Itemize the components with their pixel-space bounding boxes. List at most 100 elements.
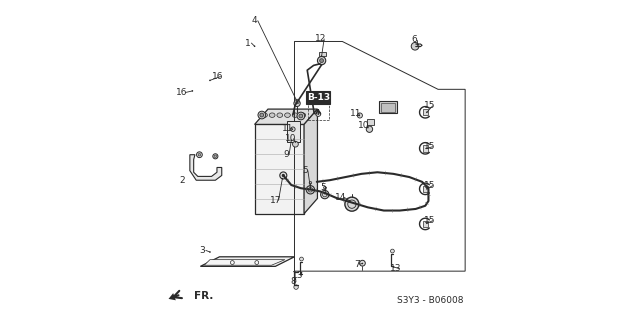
Text: S3Y3 - B06008: S3Y3 - B06008	[397, 296, 463, 305]
Ellipse shape	[277, 113, 283, 117]
Polygon shape	[190, 155, 221, 180]
Text: 10: 10	[285, 134, 296, 143]
Circle shape	[310, 188, 311, 189]
Polygon shape	[204, 260, 285, 265]
Text: 5: 5	[302, 166, 308, 175]
Circle shape	[213, 154, 218, 159]
Text: 15: 15	[424, 142, 435, 151]
Circle shape	[321, 56, 323, 57]
Circle shape	[323, 186, 326, 189]
Circle shape	[282, 178, 283, 179]
Circle shape	[320, 59, 323, 63]
Circle shape	[366, 126, 372, 132]
Ellipse shape	[292, 113, 298, 117]
Circle shape	[367, 127, 369, 129]
Text: 16: 16	[177, 88, 188, 97]
Text: 15: 15	[424, 216, 435, 225]
Text: 5: 5	[320, 183, 326, 192]
Text: 11: 11	[282, 124, 293, 133]
Text: 17: 17	[269, 196, 281, 205]
Text: B-13: B-13	[307, 93, 330, 102]
Bar	[287, 121, 300, 142]
Circle shape	[294, 100, 300, 107]
Ellipse shape	[300, 113, 306, 117]
Text: 6: 6	[412, 35, 417, 44]
Circle shape	[349, 200, 351, 202]
Circle shape	[294, 141, 296, 143]
Ellipse shape	[262, 113, 268, 117]
Text: 4: 4	[252, 16, 257, 25]
Circle shape	[316, 111, 321, 116]
Circle shape	[282, 174, 285, 177]
Text: 12: 12	[316, 34, 326, 43]
Text: 2: 2	[179, 176, 185, 185]
Polygon shape	[255, 109, 317, 124]
Circle shape	[390, 249, 394, 253]
Polygon shape	[304, 109, 317, 214]
Circle shape	[301, 272, 302, 274]
Circle shape	[417, 44, 418, 46]
Circle shape	[357, 113, 362, 118]
Circle shape	[294, 278, 296, 280]
Ellipse shape	[269, 113, 275, 117]
Circle shape	[412, 42, 419, 50]
Circle shape	[426, 223, 428, 224]
Text: 9: 9	[283, 150, 289, 159]
Text: 10: 10	[358, 121, 370, 130]
Polygon shape	[200, 257, 294, 266]
Text: 16: 16	[212, 72, 223, 81]
Circle shape	[209, 80, 211, 81]
Circle shape	[426, 188, 428, 189]
Bar	[422, 186, 428, 192]
Circle shape	[309, 182, 312, 184]
Text: 11: 11	[350, 109, 362, 118]
Ellipse shape	[285, 113, 291, 117]
Circle shape	[291, 139, 292, 141]
Circle shape	[358, 115, 360, 116]
Polygon shape	[168, 293, 176, 300]
Circle shape	[426, 111, 428, 113]
Circle shape	[291, 129, 293, 130]
Circle shape	[198, 153, 201, 156]
Circle shape	[393, 266, 394, 268]
Circle shape	[297, 112, 305, 120]
Circle shape	[300, 257, 303, 261]
Text: 14: 14	[335, 193, 346, 202]
Circle shape	[324, 193, 326, 194]
Circle shape	[292, 141, 298, 147]
Text: 7: 7	[354, 260, 360, 269]
Bar	[319, 52, 326, 56]
Circle shape	[321, 190, 329, 199]
Circle shape	[345, 197, 359, 211]
Circle shape	[294, 285, 298, 289]
Circle shape	[360, 260, 365, 266]
Bar	[308, 104, 328, 120]
Circle shape	[196, 152, 202, 158]
Text: FR.: FR.	[194, 292, 213, 301]
Bar	[379, 101, 397, 113]
Bar	[367, 119, 374, 125]
Circle shape	[258, 111, 266, 119]
Circle shape	[307, 186, 315, 194]
Polygon shape	[255, 124, 304, 214]
Bar	[381, 103, 395, 112]
Text: 3: 3	[200, 246, 205, 255]
Circle shape	[280, 172, 287, 179]
Text: 15: 15	[424, 181, 435, 190]
Circle shape	[317, 56, 326, 65]
Bar	[422, 109, 428, 115]
Circle shape	[260, 113, 264, 117]
Text: 1: 1	[245, 39, 251, 48]
Circle shape	[291, 127, 295, 131]
Text: 8: 8	[290, 277, 296, 286]
Bar	[422, 145, 428, 152]
Text: 13: 13	[390, 264, 402, 273]
Circle shape	[191, 90, 193, 92]
Circle shape	[296, 100, 298, 102]
Text: 15: 15	[424, 101, 435, 110]
Circle shape	[254, 45, 255, 47]
Text: 13: 13	[292, 271, 303, 280]
Circle shape	[426, 147, 428, 149]
Circle shape	[362, 263, 364, 264]
Circle shape	[209, 251, 211, 253]
